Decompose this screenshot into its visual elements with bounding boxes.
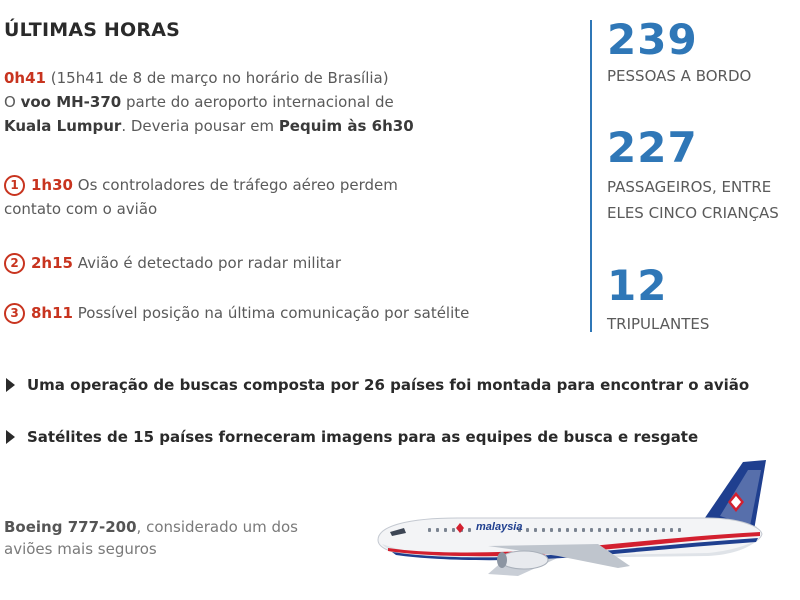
flight-number: voo MH-370 [20, 93, 122, 111]
plane-caption-text: , considerado um dos [136, 518, 298, 536]
stat-passengers-label-line1: PASSAGEIROS, ENTRE [607, 178, 772, 196]
event-time: 1h30 [31, 176, 73, 194]
departure-text-post: parte do aeroporto internacional de [121, 93, 394, 111]
departure-note: (15h41 de 8 de março no horário de Brasí… [50, 69, 389, 87]
bullet-satellites: Satélites de 15 países forneceram imagen… [6, 428, 698, 446]
bullet-triangle-icon [6, 430, 15, 444]
section-heading: ÚLTIMAS HORAS [4, 19, 181, 41]
departure-text-mid: . Deveria pousar em [121, 117, 279, 135]
event-text: Avião é detectado por radar militar [77, 254, 341, 272]
bullet-text: Uma operação de buscas composta por 26 p… [27, 376, 750, 394]
stat-people-on-board-value: 239 [607, 15, 698, 64]
destination: Pequim às 6h30 [278, 117, 414, 135]
bullet-search-operation: Uma operação de buscas composta por 26 p… [6, 376, 749, 394]
event-text-cont: contato com o avião [4, 200, 158, 218]
event-time: 2h15 [31, 254, 73, 272]
bullet-triangle-icon [6, 378, 15, 392]
bullet-text: Satélites de 15 países forneceram imagen… [27, 428, 699, 446]
stat-passengers-label-line2: ELES CINCO CRIANÇAS [607, 204, 779, 222]
event-time: 8h11 [31, 304, 73, 322]
event-number-badge: 2 [4, 253, 25, 274]
stat-passengers-value: 227 [607, 123, 698, 172]
airplane-icon: malaysia [377, 460, 766, 576]
event-text: Os controladores de tráfego aéreo perdem [77, 176, 398, 194]
plane-model: Boeing 777-200 [4, 518, 137, 536]
departure-time: 0h41 [4, 69, 46, 87]
plane-illustration: malaysia [368, 456, 768, 586]
origin-airport: Kuala Lumpur [4, 117, 122, 135]
timeline-departure: 0h41 (15h41 de 8 de março no horário de … [4, 66, 414, 138]
stat-crew-value: 12 [607, 261, 668, 310]
event-number-badge: 1 [4, 175, 25, 196]
plane-caption: Boeing 777-200, considerado um dos aviõe… [4, 516, 298, 560]
event-text: Possível posição na última comunicação p… [77, 304, 470, 322]
stats-divider [590, 20, 592, 332]
stat-crew-label: TRIPULANTES [607, 315, 710, 333]
stat-people-on-board-label: PESSOAS A BORDO [607, 67, 752, 85]
event-number-badge: 3 [4, 303, 25, 324]
timeline-event-1: 1 1h30 Os controladores de tráfego aéreo … [4, 173, 398, 221]
plane-caption-line2: aviões mais seguros [4, 540, 157, 558]
livery-text: malaysia [476, 521, 522, 533]
departure-text-pre: O [4, 93, 21, 111]
timeline-event-2: 2 2h15 Avião é detectado por radar milita… [4, 251, 341, 275]
timeline-event-3: 3 8h11 Possível posição na última comunic… [4, 301, 469, 325]
